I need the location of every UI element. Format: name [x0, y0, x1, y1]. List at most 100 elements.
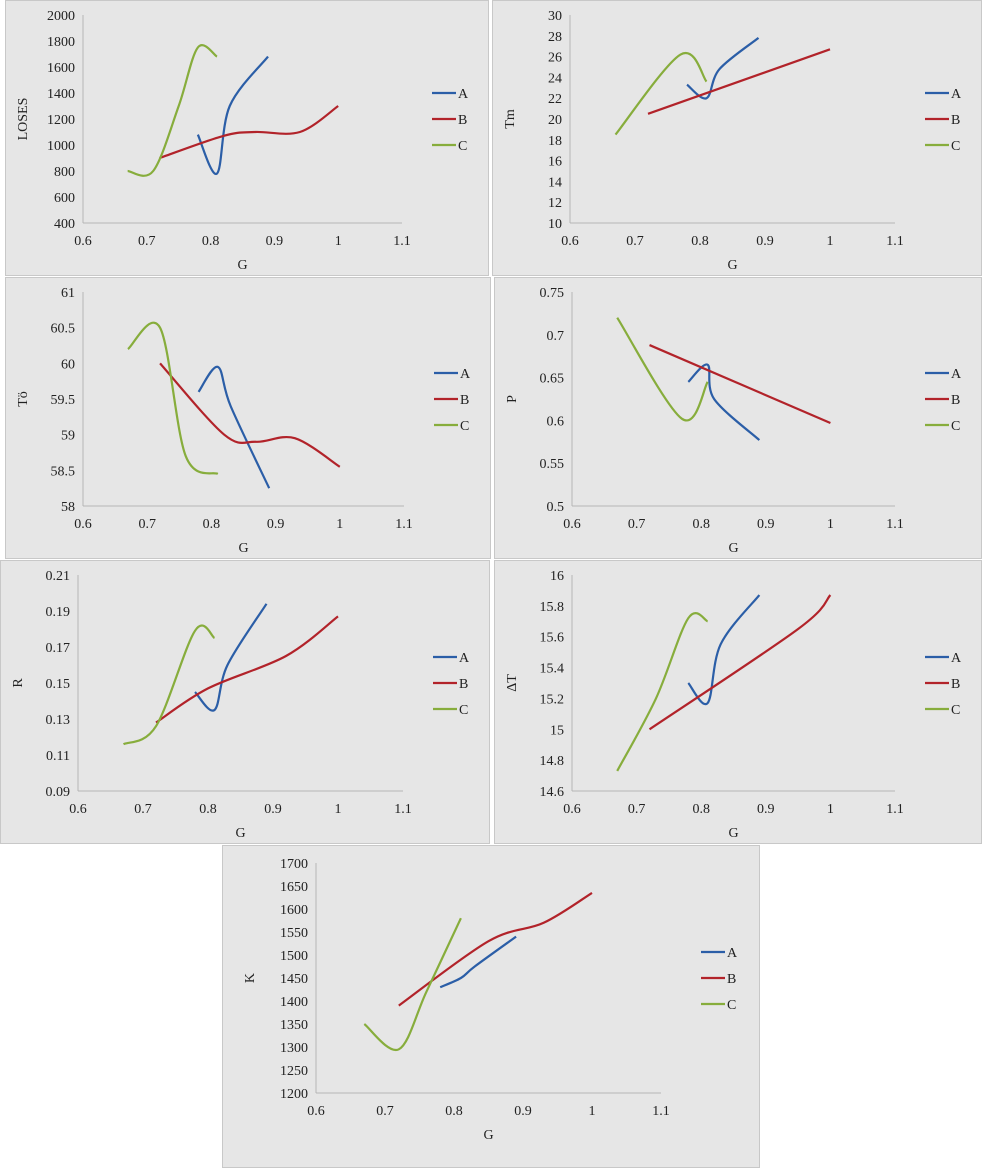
y-tick-label: 60.5 — [51, 322, 76, 337]
legend-label-c: C — [951, 139, 960, 154]
y-tick-label: 14.6 — [540, 785, 565, 800]
y-tick-label: 1200 — [280, 1087, 308, 1102]
y-tick-label: 0.7 — [547, 329, 565, 344]
legend-label-b: B — [951, 113, 960, 128]
legend-label-c: C — [460, 419, 469, 434]
y-tick-label: 15 — [550, 723, 564, 738]
series-line-a — [197, 365, 271, 489]
legend-label-a: A — [458, 87, 469, 102]
y-tick-label: 600 — [54, 191, 75, 206]
x-tick-label: 0.7 — [376, 1104, 394, 1119]
chart-svg: 400 600 800 1000 1200 1400 1600 1800 2000 0.6 0.7 0… — [16, 9, 469, 273]
x-tick-label: 1 — [589, 1104, 596, 1119]
series-line-a — [687, 363, 761, 441]
legend-label-a: A — [951, 367, 962, 382]
y-axis-title: Tö — [16, 391, 31, 407]
y-tick-label: 16 — [550, 569, 564, 584]
x-axis-title: G — [483, 1128, 493, 1143]
legend-label-a: A — [460, 367, 471, 382]
y-tick-label: 2000 — [47, 9, 75, 24]
y-tick-label: 1500 — [280, 949, 308, 964]
x-tick-label: 1 — [827, 234, 834, 249]
y-tick-label: 1400 — [280, 995, 308, 1010]
x-axis-title: G — [238, 541, 248, 556]
y-tick-label: 59.5 — [51, 393, 76, 408]
x-tick-label: 0.6 — [69, 802, 87, 817]
legend-label-a: A — [951, 651, 962, 666]
x-tick-label: 0.8 — [203, 517, 221, 532]
series-line-c — [363, 917, 462, 1052]
x-tick-label: 0.9 — [267, 517, 285, 532]
chart-panel-loses: 400 600 800 1000 1200 1400 1600 1800 2000 0.6 0.7 0… — [5, 0, 489, 276]
series-line-c — [127, 44, 218, 177]
x-tick-label: 0.7 — [138, 517, 156, 532]
y-tick-label: 1250 — [280, 1064, 308, 1079]
y-tick-label: 22 — [548, 92, 562, 107]
y-tick-label: 0.17 — [46, 641, 71, 656]
x-tick-label: 0.9 — [264, 802, 282, 817]
y-tick-label: 16 — [548, 155, 562, 170]
x-tick-label: 0.9 — [514, 1104, 532, 1119]
y-tick-label: 0.55 — [540, 457, 565, 472]
x-tick-label: 0.9 — [756, 234, 774, 249]
x-tick-label: 0.7 — [134, 802, 152, 817]
series-line-a — [686, 37, 760, 100]
chart-svg: 0.09 0.11 0.13 0.15 0.17 0.19 0.21 0.6 0.7 0.8 0.9… — [11, 569, 470, 841]
y-axis-title: Tm — [503, 109, 518, 129]
y-tick-label: 0.6 — [547, 414, 565, 429]
y-tick-label: 28 — [548, 30, 562, 45]
y-tick-label: 58 — [61, 500, 75, 515]
legend-label-c: C — [459, 703, 468, 718]
x-tick-label: 0.9 — [757, 802, 775, 817]
y-tick-label: 1700 — [280, 857, 308, 872]
x-tick-label: 1.1 — [652, 1104, 670, 1119]
x-tick-label: 1.1 — [886, 234, 904, 249]
legend-label-c: C — [727, 998, 736, 1013]
x-tick-label: 0.9 — [757, 517, 775, 532]
y-axis-title: ΔT — [505, 674, 520, 692]
legend-label-a: A — [459, 651, 470, 666]
x-tick-label: 0.7 — [628, 517, 646, 532]
y-tick-label: 60 — [61, 357, 75, 372]
y-tick-label: 1800 — [47, 35, 75, 50]
legend-label-c: C — [951, 703, 960, 718]
legend-label-b: B — [951, 677, 960, 692]
y-tick-label: 20 — [548, 113, 562, 128]
y-tick-label: 1450 — [280, 972, 308, 987]
x-tick-label: 1.1 — [886, 517, 904, 532]
y-tick-label: 12 — [548, 196, 562, 211]
x-tick-label: 0.6 — [307, 1104, 325, 1119]
y-tick-label: 0.5 — [547, 500, 565, 515]
chart-panel-p: 0.5 0.55 0.6 0.65 0.7 0.75 0.6 0.7 0.8 0.9 1 1.1 G P A… — [494, 277, 982, 559]
chart-svg: 10 12 14 16 18 20 22 24 26 28 30 0.6 0.7 0.8 0.9 1 1.1 G T… — [503, 9, 962, 273]
y-tick-label: 1400 — [47, 87, 75, 102]
y-tick-label: 1350 — [280, 1018, 308, 1033]
y-tick-label: 15.8 — [540, 600, 565, 615]
series-line-a — [194, 603, 268, 712]
x-tick-label: 1 — [827, 517, 834, 532]
series-line-b — [155, 615, 339, 724]
x-tick-label: 1 — [336, 517, 343, 532]
x-tick-label: 1.1 — [394, 802, 412, 817]
y-axis-title: LOSES — [16, 98, 31, 141]
y-tick-label: 61 — [61, 286, 75, 301]
x-tick-label: 0.8 — [692, 517, 710, 532]
x-tick-label: 0.7 — [628, 802, 646, 817]
x-tick-label: 0.8 — [202, 234, 220, 249]
series-line-c — [614, 51, 708, 136]
y-axis-title: K — [243, 973, 258, 983]
y-tick-label: 1300 — [280, 1041, 308, 1056]
y-tick-label: 0.19 — [46, 605, 71, 620]
x-tick-label: 0.8 — [691, 234, 709, 249]
y-tick-label: 24 — [548, 71, 562, 86]
series-line-c — [616, 317, 709, 422]
chart-panel-k: 1200 1250 1300 1350 1400 1450 1500 1550 1600 1650… — [222, 845, 760, 1168]
y-tick-label: 15.2 — [540, 692, 565, 707]
x-axis-title: G — [728, 541, 738, 556]
series-line-a — [439, 935, 517, 989]
x-tick-label: 0.8 — [445, 1104, 463, 1119]
x-tick-label: 0.6 — [74, 234, 92, 249]
y-tick-label: 30 — [548, 9, 562, 24]
y-tick-label: 58.5 — [51, 464, 76, 479]
chart-svg: 14.6 14.8 15 15.2 15.4 15.6 15.8 16 0.6 0.7 0.8 0.9… — [505, 569, 962, 841]
